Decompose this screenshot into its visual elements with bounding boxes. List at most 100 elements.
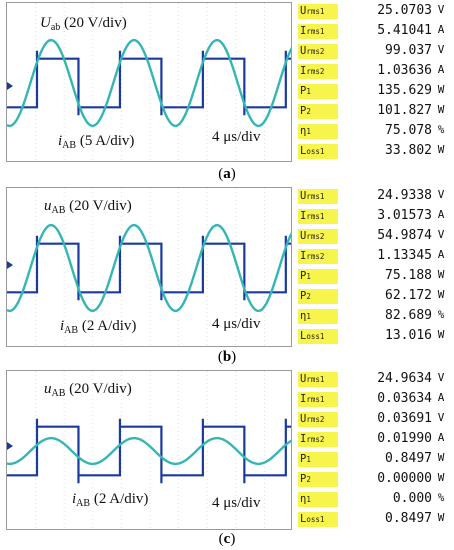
current-subscript: AB xyxy=(62,140,77,151)
measurement-row: Urms1 24.9338 V xyxy=(298,187,450,207)
measurement-value: 24.9634 xyxy=(377,371,432,386)
voltage-annotation: Uab (20 V/div) xyxy=(40,16,127,33)
measurement-row: P2 62.172 W xyxy=(298,287,450,307)
measurement-row: P2 0.00000 W xyxy=(298,470,450,490)
measurement-unit: W xyxy=(437,511,445,524)
measurement-value: 62.172 xyxy=(385,288,432,303)
measurement-unit: W xyxy=(437,451,445,464)
measurement-label: Urms2 xyxy=(298,229,338,244)
current-subscript: AB xyxy=(76,498,91,509)
current-subscript: AB xyxy=(64,325,79,336)
measurement-value: 0.01990 xyxy=(377,431,432,446)
measurement-value: 135.629 xyxy=(377,83,432,98)
measurement-unit: A xyxy=(437,23,445,36)
measurement-value: 1.03636 xyxy=(377,63,432,78)
measurement-unit: A xyxy=(437,248,445,261)
measurement-row: P1 0.8497 W xyxy=(298,450,450,470)
measurement-row: Urms1 24.9634 V xyxy=(298,370,450,390)
measurement-row: Loss1 13.016 W xyxy=(298,327,450,347)
measurement-value: 99.037 xyxy=(385,43,432,58)
measurement-unit: W xyxy=(437,83,445,96)
ground-marker-icon xyxy=(7,82,13,90)
measurement-unit: W xyxy=(437,328,445,341)
measurement-unit: V xyxy=(437,43,445,56)
measurement-unit: W xyxy=(437,471,445,484)
measurement-unit: V xyxy=(437,3,445,16)
measurement-value: 101.827 xyxy=(377,103,432,118)
oscilloscope-screen xyxy=(6,2,292,162)
voltage-subscript: AB xyxy=(51,205,66,216)
voltage-symbol: U xyxy=(40,15,51,31)
measurement-label: P1 xyxy=(298,269,338,284)
measurement-row: Irms2 0.01990 A xyxy=(298,430,450,450)
measurement-label: P1 xyxy=(298,452,338,467)
measurement-label: P2 xyxy=(298,104,338,119)
measurement-label: Irms2 xyxy=(298,64,338,79)
voltage-annotation: uAB (20 V/div) xyxy=(44,199,132,216)
measurement-row: Loss1 0.8497 W xyxy=(298,510,450,530)
measurement-value: 3.01573 xyxy=(377,208,432,223)
current-symbol: i xyxy=(72,491,77,507)
measurement-row: Urms2 0.03691 V xyxy=(298,410,450,430)
current-annotation: iAB (5 A/div) xyxy=(58,134,134,151)
measurement-label: Irms2 xyxy=(298,249,338,264)
measurement-value: 75.188 xyxy=(385,268,432,283)
measurement-row: Irms2 1.13345 A xyxy=(298,247,450,267)
measurement-value: 54.9874 xyxy=(377,228,432,243)
measurement-unit: A xyxy=(437,63,445,76)
time-scale: 4 μs/div xyxy=(212,129,261,145)
caption: (b) xyxy=(217,349,237,365)
measurement-value: 5.41041 xyxy=(377,23,432,38)
series-line-iAB xyxy=(7,38,291,128)
current-annotation: iAB (2 A/div) xyxy=(72,492,148,509)
measurement-unit: V xyxy=(437,411,445,424)
measurement-unit: A xyxy=(437,431,445,444)
measurement-value: 1.13345 xyxy=(377,248,432,263)
measurement-row: Urms2 54.9874 V xyxy=(298,227,450,247)
measurement-value: 75.078 xyxy=(385,123,432,138)
measurement-value: 0.03634 xyxy=(377,391,432,406)
measurement-label: P2 xyxy=(298,289,338,304)
voltage-subscript: AB xyxy=(51,388,66,399)
waveform-plot xyxy=(7,3,291,161)
caption: (a) xyxy=(218,166,236,182)
measurement-label: Irms1 xyxy=(298,24,338,39)
measurement-unit: W xyxy=(437,268,445,281)
measurement-row: η1 82.689% xyxy=(298,307,450,327)
measurement-row: Irms1 5.41041 A xyxy=(298,22,450,42)
measurement-value: 0.8497 xyxy=(385,511,432,526)
current-annotation: iAB (2 A/div) xyxy=(60,319,136,336)
measurement-row: Irms2 1.03636 A xyxy=(298,62,450,82)
measurement-value: 25.0703 xyxy=(377,3,432,18)
measurement-row: P2 101.827 W xyxy=(298,102,450,122)
measurement-row: Irms1 3.01573 A xyxy=(298,207,450,227)
measurement-unit: % xyxy=(437,123,445,136)
voltage-subscript: ab xyxy=(50,22,61,33)
series-line-uAB xyxy=(7,235,291,301)
measurement-label: η1 xyxy=(298,309,338,324)
oscilloscope-screen xyxy=(6,370,292,530)
measurement-unit: A xyxy=(437,208,445,221)
measurement-label: Loss1 xyxy=(298,144,338,159)
measurement-row: Urms2 99.037 V xyxy=(298,42,450,62)
measurement-value: 0.8497 xyxy=(385,451,432,466)
current-scale: (2 A/div) xyxy=(81,318,137,334)
measurement-label: Irms1 xyxy=(298,392,338,407)
measurement-label: η1 xyxy=(298,492,338,507)
measurement-label: Urms1 xyxy=(298,189,338,204)
measurement-row: Urms1 25.0703 V xyxy=(298,2,450,22)
time-scale: 4 μs/div xyxy=(212,316,261,332)
measurement-row: η1 75.078% xyxy=(298,122,450,142)
caption-letter: a xyxy=(223,166,231,182)
series-line-Uab xyxy=(7,50,291,116)
voltage-scale: (20 V/div) xyxy=(69,198,132,214)
measurement-table: Urms1 24.9634 V Irms1 0.03634 A Urms2 0.03691 V I… xyxy=(298,370,450,530)
measurement-unit: A xyxy=(437,391,445,404)
measurement-unit: W xyxy=(437,143,445,156)
measurement-value: 13.016 xyxy=(385,328,432,343)
measurement-label: Urms2 xyxy=(298,44,338,59)
measurement-unit: V xyxy=(437,188,445,201)
voltage-symbol: u xyxy=(44,381,52,397)
series-line-iAB xyxy=(7,223,291,313)
current-scale: (2 A/div) xyxy=(93,491,149,507)
